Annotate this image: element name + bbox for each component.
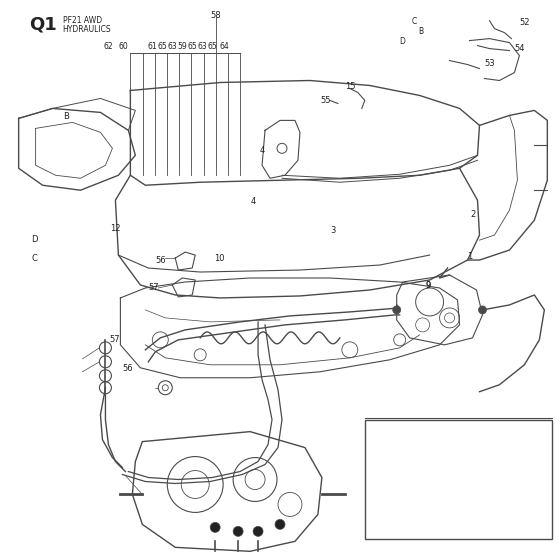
Text: 63: 63 xyxy=(167,41,177,50)
Circle shape xyxy=(275,520,285,529)
Text: 62: 62 xyxy=(104,41,113,50)
Text: 9: 9 xyxy=(425,281,431,290)
Text: Q1: Q1 xyxy=(29,16,57,34)
Text: 3: 3 xyxy=(330,226,335,235)
Circle shape xyxy=(233,526,243,536)
Text: 52: 52 xyxy=(520,18,530,27)
Text: C: C xyxy=(31,254,38,263)
Circle shape xyxy=(210,522,220,533)
Circle shape xyxy=(478,306,487,314)
Text: 65: 65 xyxy=(188,41,197,50)
Text: 65: 65 xyxy=(157,41,167,50)
Bar xyxy=(365,419,552,539)
Text: B: B xyxy=(63,113,69,122)
Text: 56: 56 xyxy=(123,364,133,373)
Circle shape xyxy=(393,306,401,314)
Text: 57: 57 xyxy=(110,335,120,344)
Text: 55: 55 xyxy=(320,96,330,105)
Text: 60: 60 xyxy=(119,41,128,50)
Text: 4: 4 xyxy=(260,146,265,155)
Text: D: D xyxy=(399,37,405,46)
Text: C: C xyxy=(412,17,417,26)
Circle shape xyxy=(450,503,458,511)
Text: PF21 AWD: PF21 AWD xyxy=(63,16,102,25)
Text: 54: 54 xyxy=(515,44,525,53)
Text: 1: 1 xyxy=(467,252,473,261)
Text: 12: 12 xyxy=(110,224,121,233)
Text: 65: 65 xyxy=(207,41,217,50)
Text: B: B xyxy=(418,27,423,36)
Text: HYDRAULICS: HYDRAULICS xyxy=(63,25,111,34)
Text: 58: 58 xyxy=(211,11,221,20)
Text: 2: 2 xyxy=(470,209,475,218)
Circle shape xyxy=(483,506,491,514)
Circle shape xyxy=(466,506,474,514)
Text: 10: 10 xyxy=(214,254,225,263)
Text: 15: 15 xyxy=(345,82,356,91)
Text: 4: 4 xyxy=(251,197,256,206)
Text: 9: 9 xyxy=(425,281,431,290)
Text: D: D xyxy=(31,235,38,244)
Text: 64: 64 xyxy=(220,41,229,50)
Text: 56: 56 xyxy=(155,255,166,264)
Text: 59: 59 xyxy=(178,41,187,50)
Text: 57: 57 xyxy=(148,283,159,292)
Circle shape xyxy=(253,526,263,536)
Text: 61: 61 xyxy=(147,41,157,50)
Text: 63: 63 xyxy=(197,41,207,50)
Text: 53: 53 xyxy=(484,59,495,68)
